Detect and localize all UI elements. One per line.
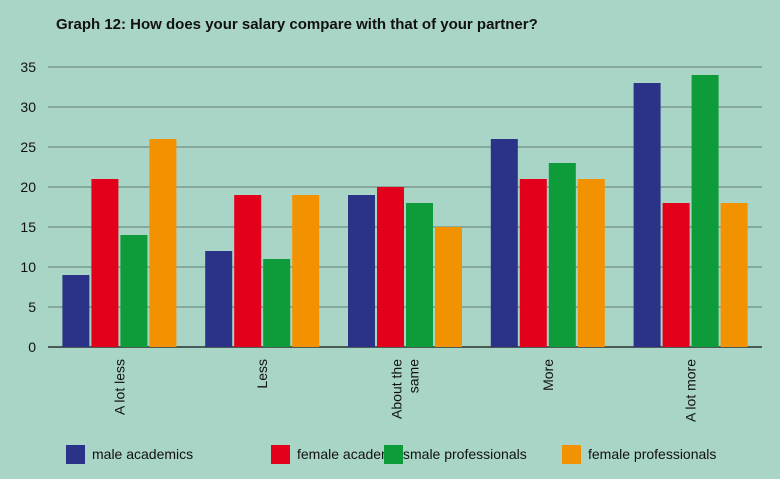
y-axis: 0 5 10 15 20 25 30 35 — [20, 59, 36, 355]
y-tick-label: 25 — [20, 139, 36, 155]
bar-male-professionals — [406, 203, 433, 347]
legend-label: female academics — [297, 446, 410, 462]
bar-male-professionals — [548, 163, 576, 347]
x-category-label: About the same — [389, 359, 422, 419]
x-category-label-line: More — [540, 359, 556, 391]
x-category-label-line: same — [406, 359, 422, 393]
legend-label: female professionals — [588, 446, 716, 462]
bar-female-professionals — [577, 179, 605, 347]
legend-label: male academics — [92, 446, 193, 462]
legend-label: male professionals — [410, 446, 527, 462]
x-category-label-line: A lot less — [111, 359, 127, 415]
x-category-label-line: About the — [389, 359, 405, 419]
bar-male-professionals — [691, 75, 719, 347]
bar-male-professionals — [263, 259, 291, 347]
y-tick-label: 5 — [28, 299, 36, 315]
bar-male-professionals — [120, 235, 148, 347]
x-axis: A lot less Less About the same More A lot mor… — [111, 359, 698, 422]
bar-female-professionals — [149, 139, 177, 347]
y-tick-label: 0 — [28, 339, 36, 355]
legend: male academics female academics male profe… — [66, 445, 716, 464]
x-category-label-line: Less — [254, 359, 270, 389]
bar-female-professionals — [435, 227, 462, 347]
y-tick-label: 20 — [20, 179, 36, 195]
bar-female-academics — [662, 203, 690, 347]
bar-female-academics — [91, 179, 119, 347]
x-category-label: More — [540, 359, 556, 391]
bar-male-academics — [348, 195, 375, 347]
y-tick-label: 10 — [20, 259, 36, 275]
x-category-label: A lot less — [111, 359, 127, 415]
bar-female-professionals — [720, 203, 748, 347]
legend-swatch — [66, 445, 85, 464]
bar-female-academics — [519, 179, 547, 347]
bar-male-academics — [205, 251, 233, 347]
x-category-label: Less — [254, 359, 270, 389]
bar-female-academics — [377, 187, 404, 347]
bar-female-professionals — [292, 195, 320, 347]
bar-male-academics — [633, 83, 661, 347]
chart-title: Graph 12: How does your salary compare w… — [56, 16, 538, 33]
bar-female-academics — [234, 195, 262, 347]
bars — [62, 75, 748, 347]
legend-swatch — [562, 445, 581, 464]
y-tick-label: 30 — [20, 99, 36, 115]
legend-swatch — [271, 445, 290, 464]
x-category-label: A lot more — [683, 359, 699, 422]
x-category-label-line: A lot more — [683, 359, 699, 422]
bar-male-academics — [490, 139, 518, 347]
y-tick-label: 35 — [20, 59, 36, 75]
y-tick-label: 15 — [20, 219, 36, 235]
bar-male-academics — [62, 275, 90, 347]
legend-swatch — [384, 445, 403, 464]
